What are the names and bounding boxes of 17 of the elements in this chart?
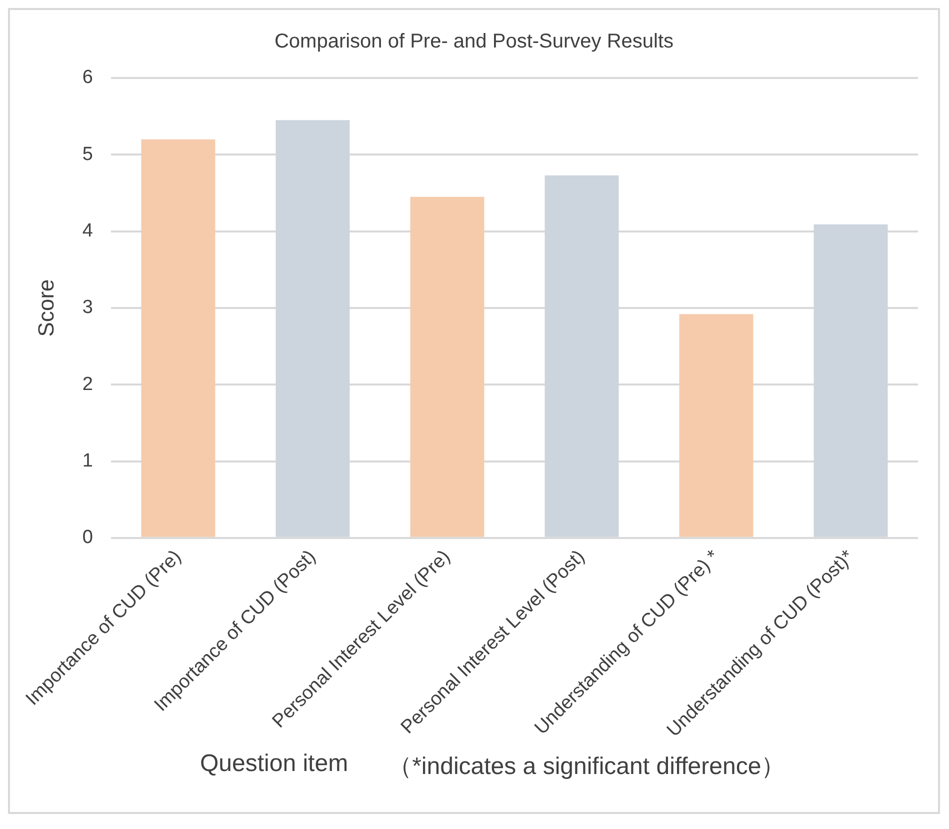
chart-title: Comparison of Pre- and Post-Survey Results (274, 30, 674, 53)
y-tick-label: 0 (82, 527, 93, 548)
x-axis-title: Question item (200, 750, 348, 779)
y-tick-label: 6 (82, 67, 93, 88)
y-tick-label: 3 (82, 297, 93, 318)
bar (410, 196, 484, 537)
bar (544, 175, 619, 537)
bar (679, 314, 754, 537)
bar (814, 224, 888, 537)
y-tick-label: 2 (82, 374, 93, 395)
y-tick-label: 5 (82, 144, 93, 165)
text: （*indicates a significant difference） (388, 752, 786, 782)
bar (141, 139, 216, 537)
bar (276, 120, 350, 537)
y-tick-label: 4 (82, 220, 94, 242)
y-axis-title: Score (33, 279, 58, 337)
y-tick-label: 1 (82, 450, 93, 472)
